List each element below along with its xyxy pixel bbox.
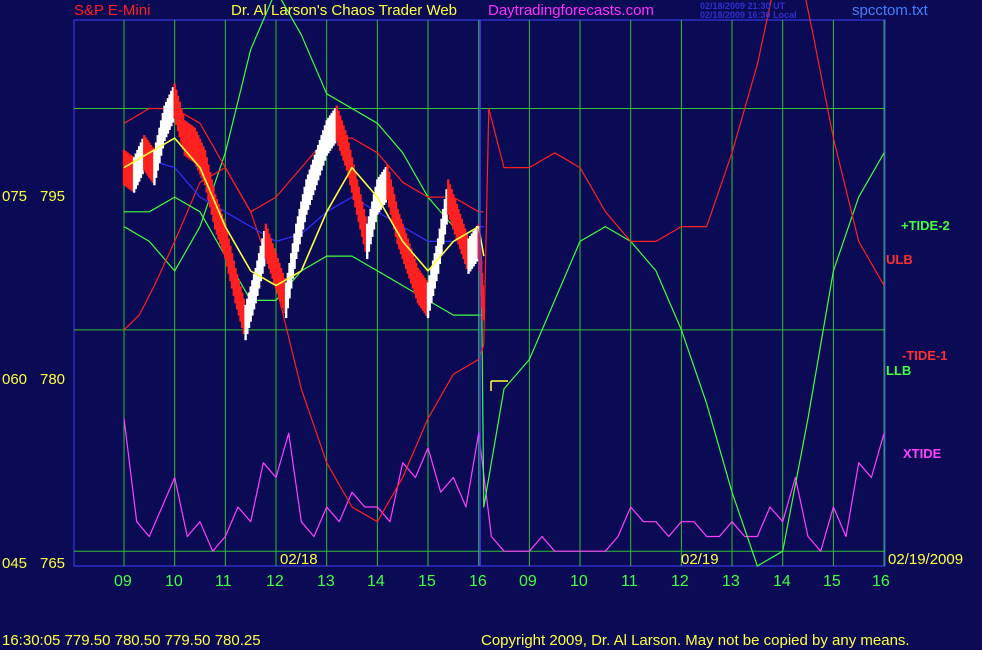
instrument-name: S&P E-Mini (74, 2, 151, 19)
x-tick: 09 (114, 573, 132, 590)
x-tick: 15 (823, 573, 841, 590)
series-tide1-line (123, 0, 885, 523)
x-tick: 10 (165, 573, 183, 590)
label-tide1: -TIDE-1 (902, 348, 948, 363)
series-group (122, 0, 885, 567)
x-tick: 13 (317, 573, 335, 590)
data-file-name: spcctom.txt (852, 2, 928, 19)
series-ulb-line (123, 107, 484, 213)
x-tick: 13 (722, 573, 740, 590)
x-tick: 09 (519, 573, 537, 590)
y-tick-left-1: 060 (2, 371, 28, 388)
x-tick: 11 (621, 573, 638, 590)
y-tick-price-0: 795 (40, 188, 66, 205)
x-tick: 16 (872, 573, 890, 590)
last-quote: 16:30:05 779.50 780.50 779.50 780.25 (2, 632, 261, 649)
label-ulb: ULB (886, 252, 913, 267)
x-tick: 12 (266, 573, 284, 590)
copyright-notice: Copyright 2009, Dr. Al Larson. May not b… (481, 632, 910, 649)
x-tick: 16 (469, 573, 487, 590)
x-tick: 14 (367, 573, 385, 590)
series-tide2-line (123, 0, 885, 567)
timestamp-ut: 02/18/2009 21:30 UT (700, 1, 786, 11)
date-label-day2: 02/19 (681, 551, 719, 568)
x-tick: 15 (418, 573, 436, 590)
x-tick: 11 (215, 573, 232, 590)
date-label-full: 02/19/2009 (888, 551, 964, 568)
y-tick-left-2: 045 (2, 555, 28, 572)
last-price-marker (490, 380, 508, 391)
x-tick: 10 (570, 573, 588, 590)
x-tick: 12 (671, 573, 689, 590)
y-tick-left-0: 075 (2, 188, 28, 205)
label-llb: LLB (886, 363, 912, 378)
series-llb-line (124, 196, 484, 316)
series-xtide-line (123, 418, 885, 552)
x-tick: 14 (773, 573, 791, 590)
grid-lines (74, 20, 885, 566)
timestamp-local: 02/18/2009 16:30 Local (700, 10, 797, 20)
date-label-day1: 02/18 (280, 551, 318, 568)
y-tick-price-2: 765 (40, 555, 66, 572)
y-tick-price-1: 780 (40, 371, 66, 388)
site-link[interactable]: Daytradingforecasts.com (488, 2, 654, 19)
label-xtide: XTIDE (903, 446, 942, 461)
chart-title: Dr. Al Larson's Chaos Trader Web (231, 2, 458, 19)
label-tide2: +TIDE-2 (901, 218, 950, 233)
series-ma-line (123, 137, 485, 287)
